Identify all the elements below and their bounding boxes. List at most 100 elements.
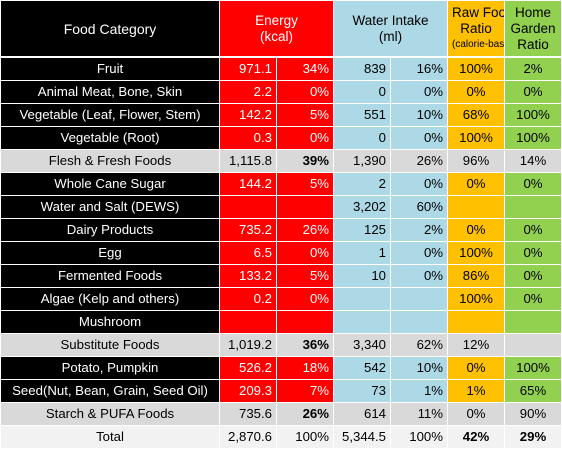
home-garden-ratio: 100% xyxy=(504,356,562,380)
water-value: 3,340 xyxy=(333,333,391,357)
raw-food-ratio: 86% xyxy=(447,264,505,288)
home-garden-ratio: 0% xyxy=(504,218,562,242)
energy-percent: 34% xyxy=(276,57,334,81)
header-food-category: Food Category xyxy=(0,0,220,57)
home-garden-ratio xyxy=(504,310,562,334)
water-percent: 0% xyxy=(390,126,448,150)
energy-value: 144.2 xyxy=(219,172,277,196)
energy-percent: 0% xyxy=(276,287,334,311)
row-water-and-salt-dews: Water and Salt (DEWS) 3,202 60% xyxy=(0,195,562,219)
water-value: 2 xyxy=(333,172,391,196)
energy-percent: 0% xyxy=(276,126,334,150)
water-value: 125 xyxy=(333,218,391,242)
row-algae-kelp-and-others: Algae (Kelp and others) 0.2 0% 100% 0% xyxy=(0,287,562,311)
row-fruit: Fruit 971.1 34% 839 16% 100% 2% xyxy=(0,57,562,81)
raw-food-ratio: 0% xyxy=(447,402,505,426)
energy-percent: 5% xyxy=(276,103,334,127)
water-value: 839 xyxy=(333,57,391,81)
energy-percent: 26% xyxy=(276,218,334,242)
energy-value: 971.1 xyxy=(219,57,277,81)
category-cell: Seed(Nut, Bean, Grain, Seed Oil) xyxy=(0,379,220,403)
raw-food-ratio: 42% xyxy=(447,425,505,449)
raw-food-ratio: 1% xyxy=(447,379,505,403)
raw-food-ratio: 68% xyxy=(447,103,505,127)
energy-value: 6.5 xyxy=(219,241,277,265)
row-vegetable-root: Vegetable (Root) 0.3 0% 0 0% 100% 100% xyxy=(0,126,562,150)
home-garden-ratio: 100% xyxy=(504,103,562,127)
header-energy-label: Energy xyxy=(255,12,298,28)
category-cell: Fruit xyxy=(0,57,220,81)
category-cell: Starch & PUFA Foods xyxy=(0,402,220,426)
raw-food-ratio: 100% xyxy=(447,287,505,311)
energy-value: 2,870.6 xyxy=(219,425,277,449)
water-value xyxy=(333,287,391,311)
energy-percent xyxy=(276,310,334,334)
home-garden-ratio: 0% xyxy=(504,264,562,288)
home-garden-ratio: 0% xyxy=(504,287,562,311)
water-value: 614 xyxy=(333,402,391,426)
energy-value xyxy=(219,195,277,219)
row-fermented-foods: Fermented Foods 133.2 5% 10 0% 86% 0% xyxy=(0,264,562,288)
home-garden-ratio: 0% xyxy=(504,241,562,265)
water-percent: 10% xyxy=(390,356,448,380)
raw-food-ratio: 0% xyxy=(447,218,505,242)
home-garden-ratio xyxy=(504,333,562,357)
home-garden-ratio xyxy=(504,195,562,219)
energy-value: 2.2 xyxy=(219,80,277,104)
energy-value: 735.6 xyxy=(219,402,277,426)
water-value: 5,344.5 xyxy=(333,425,391,449)
header-water-intake: Water Intake (ml) xyxy=(333,0,448,57)
water-percent: 1% xyxy=(390,379,448,403)
category-cell: Flesh & Fresh Foods xyxy=(0,149,220,173)
header-water-label: Water Intake xyxy=(352,12,429,28)
home-garden-ratio: 65% xyxy=(504,379,562,403)
category-cell: Substitute Foods xyxy=(0,333,220,357)
category-cell: Animal Meat, Bone, Skin xyxy=(0,80,220,104)
energy-value: 735.2 xyxy=(219,218,277,242)
category-cell: Total xyxy=(0,425,220,449)
row-dairy-products: Dairy Products 735.2 26% 125 2% 0% 0% xyxy=(0,218,562,242)
home-garden-ratio: 2% xyxy=(504,57,562,81)
raw-food-ratio: 12% xyxy=(447,333,505,357)
energy-percent xyxy=(276,195,334,219)
header-home-line3: Ratio xyxy=(517,36,549,52)
energy-percent: 100% xyxy=(276,425,334,449)
raw-food-ratio xyxy=(447,310,505,334)
row-animal-meat-bone-skin: Animal Meat, Bone, Skin 2.2 0% 0 0% 0% 0% xyxy=(0,80,562,104)
water-percent xyxy=(390,310,448,334)
water-percent xyxy=(390,287,448,311)
header-home-line2: Garden xyxy=(510,20,556,36)
water-value: 542 xyxy=(333,356,391,380)
water-percent: 0% xyxy=(390,80,448,104)
water-percent: 100% xyxy=(390,425,448,449)
raw-food-ratio: 96% xyxy=(447,149,505,173)
header-home-line1: Home xyxy=(514,4,551,20)
water-value: 0 xyxy=(333,126,391,150)
row-vegetable-leaf-flower-stem: Vegetable (Leaf, Flower, Stem) 142.2 5% 551… xyxy=(0,103,562,127)
water-percent: 16% xyxy=(390,57,448,81)
water-percent: 60% xyxy=(390,195,448,219)
water-percent: 10% xyxy=(390,103,448,127)
energy-percent: 0% xyxy=(276,241,334,265)
raw-food-ratio: 0% xyxy=(447,80,505,104)
raw-food-ratio: 100% xyxy=(447,57,505,81)
water-value: 1 xyxy=(333,241,391,265)
water-percent: 62% xyxy=(390,333,448,357)
row-flesh-fresh-foods: Flesh & Fresh Foods 1,115.8 39% 1,390 26% 96%… xyxy=(0,149,562,173)
category-cell: Dairy Products xyxy=(0,218,220,242)
energy-percent: 36% xyxy=(276,333,334,357)
header-raw-line2: Ratio xyxy=(460,20,492,36)
water-percent: 0% xyxy=(390,264,448,288)
category-cell: Water and Salt (DEWS) xyxy=(0,195,220,219)
energy-percent: 5% xyxy=(276,172,334,196)
water-value: 10 xyxy=(333,264,391,288)
home-garden-ratio: 0% xyxy=(504,172,562,196)
header-raw-line1: Raw Food xyxy=(452,4,504,20)
raw-food-ratio: 0% xyxy=(447,172,505,196)
header-row: Food Category Energy (kcal) Water Intake… xyxy=(0,0,562,57)
energy-value: 142.2 xyxy=(219,103,277,127)
energy-percent: 39% xyxy=(276,149,334,173)
header-raw-food-ratio: Raw Food Ratio (calorie-based) xyxy=(447,0,505,57)
energy-percent: 26% xyxy=(276,402,334,426)
